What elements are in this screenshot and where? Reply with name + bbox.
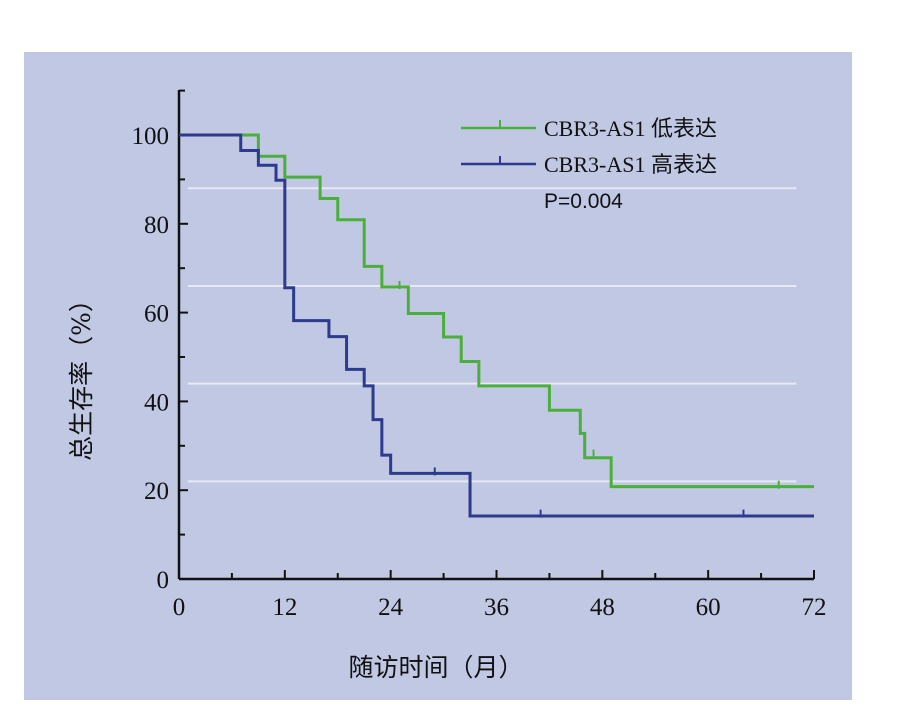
axes: 0 20 40 60 80 100 0 12 24 36 48 60 72 xyxy=(132,89,827,621)
x-tick-label: 24 xyxy=(378,594,404,621)
series-low-line xyxy=(179,133,814,489)
x-tick-label: 0 xyxy=(173,594,186,621)
survival-chart: 0 20 40 60 80 100 0 12 24 36 48 60 72 CBR3-AS1 低表达 C… xyxy=(67,89,827,682)
x-tick-label: 48 xyxy=(590,594,615,621)
y-tick-label: 60 xyxy=(144,301,169,328)
x-axis-title: 随访时间（月） xyxy=(348,653,523,682)
legend: CBR3-AS1 低表达 CBR3-AS1 高表达 P=0.004 xyxy=(461,116,717,213)
x-tick-label: 36 xyxy=(484,594,509,621)
x-tick-label: 72 xyxy=(802,594,827,621)
y-tick-label: 80 xyxy=(144,212,169,239)
grid-lines xyxy=(187,187,797,483)
series-high-line xyxy=(179,133,814,518)
y-tick-label: 100 xyxy=(132,123,170,150)
x-tick-label: 12 xyxy=(272,594,297,621)
x-tick-label: 60 xyxy=(696,594,721,621)
p-value-annotation: P=0.004 xyxy=(544,190,623,213)
y-tick-label: 40 xyxy=(144,389,169,416)
legend-label-high: CBR3-AS1 高表达 xyxy=(544,152,717,177)
series-group xyxy=(179,133,814,518)
y-tick-label: 20 xyxy=(144,478,169,505)
figure-panel: 0 20 40 60 80 100 0 12 24 36 48 60 72 CBR3-AS1 低表达 C… xyxy=(24,52,852,700)
y-tick-label: 0 xyxy=(157,567,170,594)
y-axis-title: 总生存率（%） xyxy=(67,287,96,461)
legend-label-low: CBR3-AS1 低表达 xyxy=(544,116,717,141)
